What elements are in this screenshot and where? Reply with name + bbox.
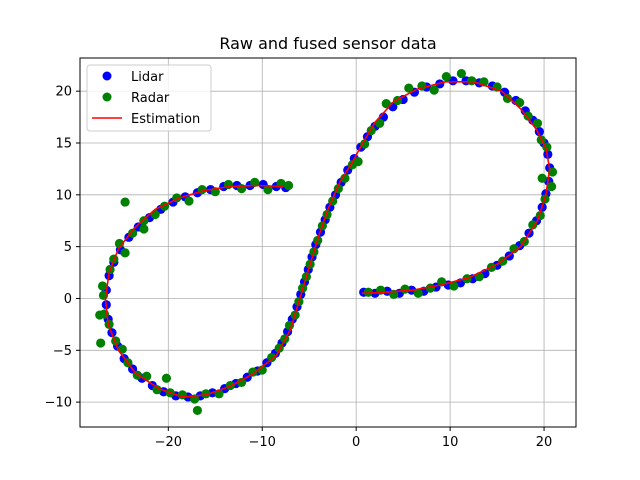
radar-point [250,177,260,187]
radar-point [161,373,172,383]
radar-point [283,180,294,191]
legend-label-radar: Radar [131,91,170,106]
radar-point [400,284,410,294]
legend-marker-lidar [102,71,112,81]
chart-title: Raw and fused sensor data [219,34,436,53]
y-tick-label: 10 [55,188,72,203]
legend-frame [86,64,212,132]
radar-point [248,367,258,377]
radar-point [192,405,203,416]
radar-point [340,173,350,183]
x-tick-label: −10 [249,435,276,450]
radar-point [413,288,423,298]
radar-point [117,344,127,354]
legend-label-estimation: Estimation [131,112,200,127]
legend: Lidar Radar Estimation [86,64,212,132]
radar-point [120,197,130,207]
legend-marker-radar [102,92,112,102]
lidar-point [448,76,458,86]
x-tick-label: 0 [352,435,360,450]
y-tick-label: 20 [55,85,72,100]
radar-point [97,281,108,291]
radar-point [184,196,194,206]
radar-point [236,377,247,388]
estimation-line-layer [104,81,551,398]
y-tick-label: 5 [64,240,72,255]
legend-label-lidar: Lidar [131,70,164,85]
radar-point [375,118,385,128]
estimation-line [104,81,551,398]
radar-point [263,185,273,195]
radar-point [449,281,459,291]
x-tick-label: 20 [536,435,553,450]
radar-point [467,76,477,86]
radar-point [139,224,149,234]
y-tick-label: 15 [55,136,72,151]
radar-point [267,352,277,363]
radar-point [532,118,543,128]
radar-point [528,220,538,230]
radar-point [104,319,114,329]
y-tick-label: 0 [64,292,72,307]
radar-point [509,244,519,254]
x-tick-label: −20 [155,435,182,450]
radar-point [360,139,370,149]
radar-point [537,173,547,183]
x-tick-label: 10 [442,435,459,450]
radar-point [152,385,162,395]
radar-point [120,248,130,258]
radar-point [429,85,439,95]
radar-point [456,68,466,79]
radar-point [114,238,125,249]
grid [80,58,576,427]
radar-point [404,83,414,93]
radar-point [502,93,513,104]
radar-point [96,338,106,348]
radar-point [546,181,557,192]
y-tick-label: −10 [45,396,72,411]
radar-point [441,72,451,82]
radar-point [523,111,533,121]
radar-point [128,228,138,238]
y-tick-label: −5 [53,344,72,359]
radar-point [201,389,211,399]
axes-ticks: −20 −10 0 10 20 −10 −5 0 5 10 15 20 [45,85,553,450]
radar-point [95,310,105,320]
radar-point [381,99,391,109]
radar-point [177,390,187,400]
plot-frame [79,57,577,428]
radar-point [142,371,152,381]
